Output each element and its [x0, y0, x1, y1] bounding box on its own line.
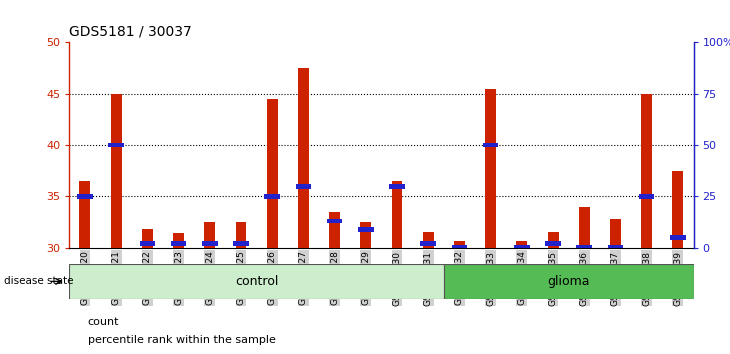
- Bar: [361, 222, 372, 248]
- Bar: [204, 222, 215, 248]
- Text: disease state: disease state: [4, 276, 73, 286]
- Bar: [327, 219, 342, 223]
- Bar: [579, 207, 590, 248]
- Bar: [391, 181, 402, 248]
- Bar: [514, 245, 530, 250]
- Bar: [670, 235, 685, 240]
- Bar: [236, 222, 247, 248]
- Bar: [672, 171, 683, 248]
- Bar: [454, 241, 465, 248]
- Bar: [329, 212, 340, 248]
- Bar: [171, 241, 186, 246]
- Bar: [80, 181, 91, 248]
- Text: count: count: [88, 317, 119, 327]
- Bar: [545, 241, 561, 246]
- Bar: [483, 143, 499, 148]
- Text: percentile rank within the sample: percentile rank within the sample: [88, 335, 275, 345]
- FancyBboxPatch shape: [444, 264, 694, 299]
- Bar: [264, 194, 280, 199]
- Bar: [485, 89, 496, 248]
- Bar: [610, 219, 621, 248]
- Bar: [296, 184, 311, 189]
- Bar: [173, 233, 184, 248]
- Bar: [202, 241, 218, 246]
- Bar: [142, 229, 153, 248]
- Text: glioma: glioma: [548, 275, 590, 288]
- Bar: [108, 143, 124, 148]
- Bar: [423, 233, 434, 248]
- Bar: [641, 94, 652, 248]
- FancyBboxPatch shape: [69, 264, 444, 299]
- Bar: [298, 68, 309, 248]
- Bar: [389, 184, 405, 189]
- Bar: [420, 241, 436, 246]
- Bar: [639, 194, 655, 199]
- Bar: [452, 245, 467, 250]
- Bar: [111, 94, 122, 248]
- Bar: [607, 245, 623, 250]
- Bar: [233, 241, 249, 246]
- Bar: [548, 233, 558, 248]
- Bar: [516, 241, 527, 248]
- Bar: [139, 241, 155, 246]
- Text: GDS5181 / 30037: GDS5181 / 30037: [69, 24, 192, 39]
- Bar: [358, 227, 374, 232]
- Bar: [77, 194, 93, 199]
- Text: control: control: [235, 275, 278, 288]
- Bar: [577, 245, 592, 250]
- Bar: [266, 99, 277, 248]
